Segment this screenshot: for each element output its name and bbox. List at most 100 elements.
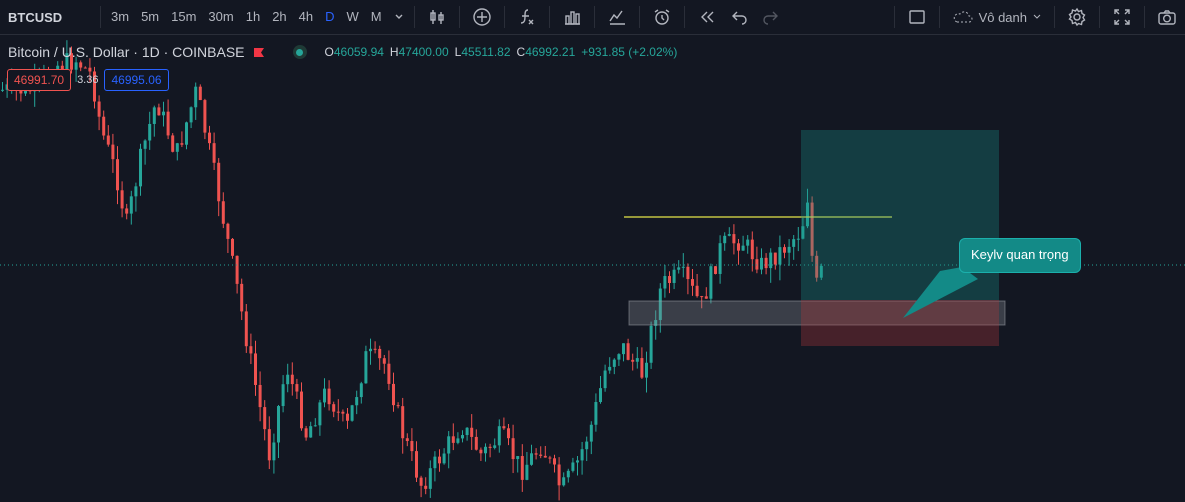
indicators-icon[interactable]: [509, 0, 545, 34]
timeframe-30m[interactable]: 30m: [208, 9, 234, 24]
candle-body: [88, 67, 92, 72]
timeframe-d[interactable]: D: [325, 9, 335, 24]
candle-body: [612, 359, 616, 367]
candlestick-icon[interactable]: [419, 0, 455, 34]
replay-icon[interactable]: [689, 0, 725, 34]
candle-body: [819, 265, 823, 278]
candle-body: [171, 135, 175, 152]
candle-body: [272, 442, 276, 461]
candle-body: [226, 223, 230, 239]
divider: [413, 6, 415, 28]
candle-body: [263, 407, 267, 430]
candle-body: [594, 402, 598, 425]
redo-icon[interactable]: [755, 0, 785, 34]
candle-body: [143, 140, 147, 149]
candle-body: [396, 405, 400, 407]
trade-buttons: 46991.70 3.36 46995.06: [7, 69, 169, 91]
candle-body: [732, 234, 736, 244]
timeframe-15m[interactable]: 15m: [171, 9, 197, 24]
timeframe-5m[interactable]: 5m: [141, 9, 160, 24]
chevron-down-icon[interactable]: [388, 0, 410, 34]
candle-body: [93, 71, 96, 102]
candle-body: [796, 238, 800, 240]
candle-body: [318, 402, 322, 426]
candle-body: [350, 405, 354, 421]
add-compare-icon[interactable]: [464, 0, 500, 34]
symbol-search[interactable]: BTCUSD: [8, 9, 63, 25]
candle-body: [622, 343, 625, 355]
divider: [458, 6, 460, 28]
gear-icon[interactable]: [1059, 0, 1095, 34]
candle-body: [116, 159, 119, 191]
candle-body: [617, 354, 621, 360]
candle-body: [428, 468, 432, 489]
candle-body: [125, 208, 129, 214]
candle-body: [300, 391, 303, 429]
candle-body: [645, 362, 648, 378]
timeframe-1h[interactable]: 1h: [245, 9, 261, 24]
timeframe-m[interactable]: M: [370, 9, 382, 24]
candle-body: [332, 404, 336, 412]
candle-body: [672, 269, 676, 283]
stop-loss-zone[interactable]: [801, 300, 999, 346]
candle-body: [185, 122, 188, 145]
chevron-down-icon: [1033, 14, 1041, 19]
callout-annotation[interactable]: Keylv quan trọng: [959, 238, 1081, 273]
cloud-icon: [953, 11, 972, 23]
key-level-zone[interactable]: [628, 300, 1006, 326]
templates-icon[interactable]: [599, 0, 635, 34]
bar-chart-icon[interactable]: [554, 0, 590, 34]
candle-body: [373, 348, 377, 350]
sell-button[interactable]: 46991.70: [7, 69, 72, 91]
candle-body: [764, 257, 768, 269]
candle-body: [405, 438, 409, 442]
candle-body: [327, 388, 331, 405]
candle-body: [663, 276, 667, 289]
timeframe-3m[interactable]: 3m: [111, 9, 130, 24]
ohlc-values: O46059.94 H47400.00 L45511.82 C46992.21 …: [324, 45, 678, 59]
candle-body: [737, 243, 740, 251]
candle-body: [704, 296, 708, 299]
alert-icon[interactable]: [644, 0, 680, 34]
candle-body: [470, 427, 474, 437]
timeframe-4h[interactable]: 4h: [298, 9, 314, 24]
change-value: +931.85 (+2.02%): [581, 45, 678, 59]
candle-body: [723, 235, 727, 244]
candle-body: [585, 441, 589, 450]
candle-body: [746, 239, 750, 246]
candle-body: [286, 374, 290, 385]
candle-body: [516, 456, 520, 460]
flag-icon[interactable]: [253, 47, 265, 58]
timeframe-w[interactable]: W: [346, 9, 359, 24]
candle-body: [727, 234, 731, 236]
timeframe-2h[interactable]: 2h: [272, 9, 287, 24]
candle-body: [773, 252, 777, 265]
candle-body: [530, 453, 533, 465]
candle-body: [640, 358, 644, 378]
candle-body: [631, 359, 635, 362]
candle-body: [520, 456, 524, 480]
candle-body: [810, 202, 814, 256]
market-status-icon[interactable]: [292, 45, 307, 59]
divider: [503, 6, 505, 28]
candle-body: [180, 143, 184, 145]
fullscreen-frame-icon[interactable]: [899, 0, 935, 34]
camera-icon[interactable]: [1149, 0, 1185, 34]
divider: [593, 6, 595, 28]
candle-body: [442, 453, 446, 464]
candle-body: [497, 426, 501, 446]
undo-icon[interactable]: [725, 0, 755, 34]
fullscreen-icon[interactable]: [1104, 0, 1140, 34]
candle-body: [502, 426, 506, 429]
callout-pointer: [903, 267, 978, 318]
candle-body: [198, 86, 202, 101]
candle-body: [295, 384, 299, 392]
buy-button[interactable]: 46995.06: [104, 69, 169, 91]
candle-body: [313, 425, 317, 427]
candle-body: [65, 53, 69, 70]
candle-body: [548, 457, 552, 459]
chart-legend: Bitcoin / U.S. Dollar · 1D · COINBASE O4…: [8, 44, 677, 60]
divider: [938, 6, 940, 28]
layout-name-menu[interactable]: Vô danh: [944, 9, 1050, 25]
candle-body: [175, 143, 179, 152]
